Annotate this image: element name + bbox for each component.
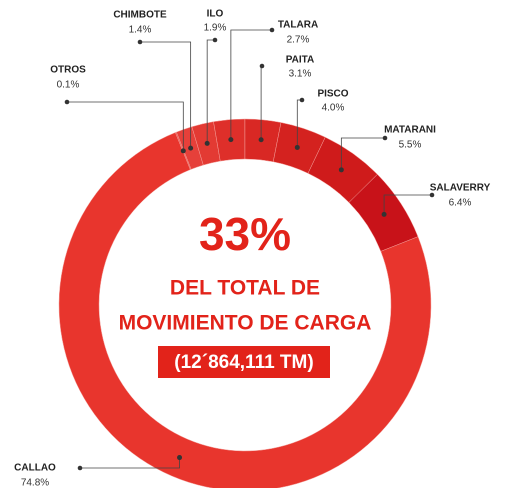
segment-label: SALAVERRY xyxy=(430,183,491,194)
leader-dot xyxy=(299,97,305,103)
leader-line xyxy=(206,39,215,144)
leader-line xyxy=(67,101,184,151)
leader-dot xyxy=(177,455,183,461)
center-box-text: (12´864,111 TM) xyxy=(174,352,313,373)
leader-dot xyxy=(338,167,344,173)
leader-dot xyxy=(258,137,264,143)
leader-dot xyxy=(294,144,300,150)
leader-dot xyxy=(381,211,387,217)
segment-label: OTROS xyxy=(50,65,86,76)
segment-value: 0.1% xyxy=(57,80,80,91)
leader-line xyxy=(230,29,272,140)
leader-dot xyxy=(188,145,194,151)
segment-label: PISCO xyxy=(317,89,348,100)
segment-value: 3.1% xyxy=(289,69,312,80)
segment-label: CHIMBOTE xyxy=(113,10,167,21)
donut-segment xyxy=(58,132,432,488)
leader-dot xyxy=(180,148,186,154)
leader-dot xyxy=(269,27,275,33)
segment-value: 1.9% xyxy=(204,23,227,34)
segment-label: TALARA xyxy=(278,20,318,31)
leader-dot xyxy=(382,135,388,141)
leader-dot xyxy=(204,140,210,146)
leader-dot xyxy=(137,39,143,45)
center-line: MOVIMIENTO DE CARGA xyxy=(119,312,372,335)
center-headline: 33% xyxy=(199,208,291,260)
leader-dot xyxy=(259,63,265,69)
center-box xyxy=(158,346,330,378)
segment-label: ILO xyxy=(207,9,224,20)
leader-dot xyxy=(77,465,83,471)
segment-value: 6.4% xyxy=(449,198,472,209)
leader-line xyxy=(80,457,180,469)
center-line: DEL TOTAL DE xyxy=(170,277,320,300)
segment-label: CALLAO xyxy=(14,463,56,474)
segment-value: 4.0% xyxy=(322,103,345,114)
leader-dot xyxy=(64,99,70,105)
segment-label: MATARANI xyxy=(384,125,436,136)
leader-dot xyxy=(228,137,234,143)
segment-value: 2.7% xyxy=(287,35,310,46)
segment-value: 1.4% xyxy=(129,25,152,36)
segment-value: 74.8% xyxy=(21,478,49,488)
leader-dot xyxy=(212,37,218,43)
segment-label: PAITA xyxy=(286,55,315,66)
leader-line xyxy=(383,194,432,215)
leader-line xyxy=(340,137,385,170)
leader-line xyxy=(140,41,192,149)
segment-value: 5.5% xyxy=(399,140,422,151)
leader-dot xyxy=(429,192,435,198)
